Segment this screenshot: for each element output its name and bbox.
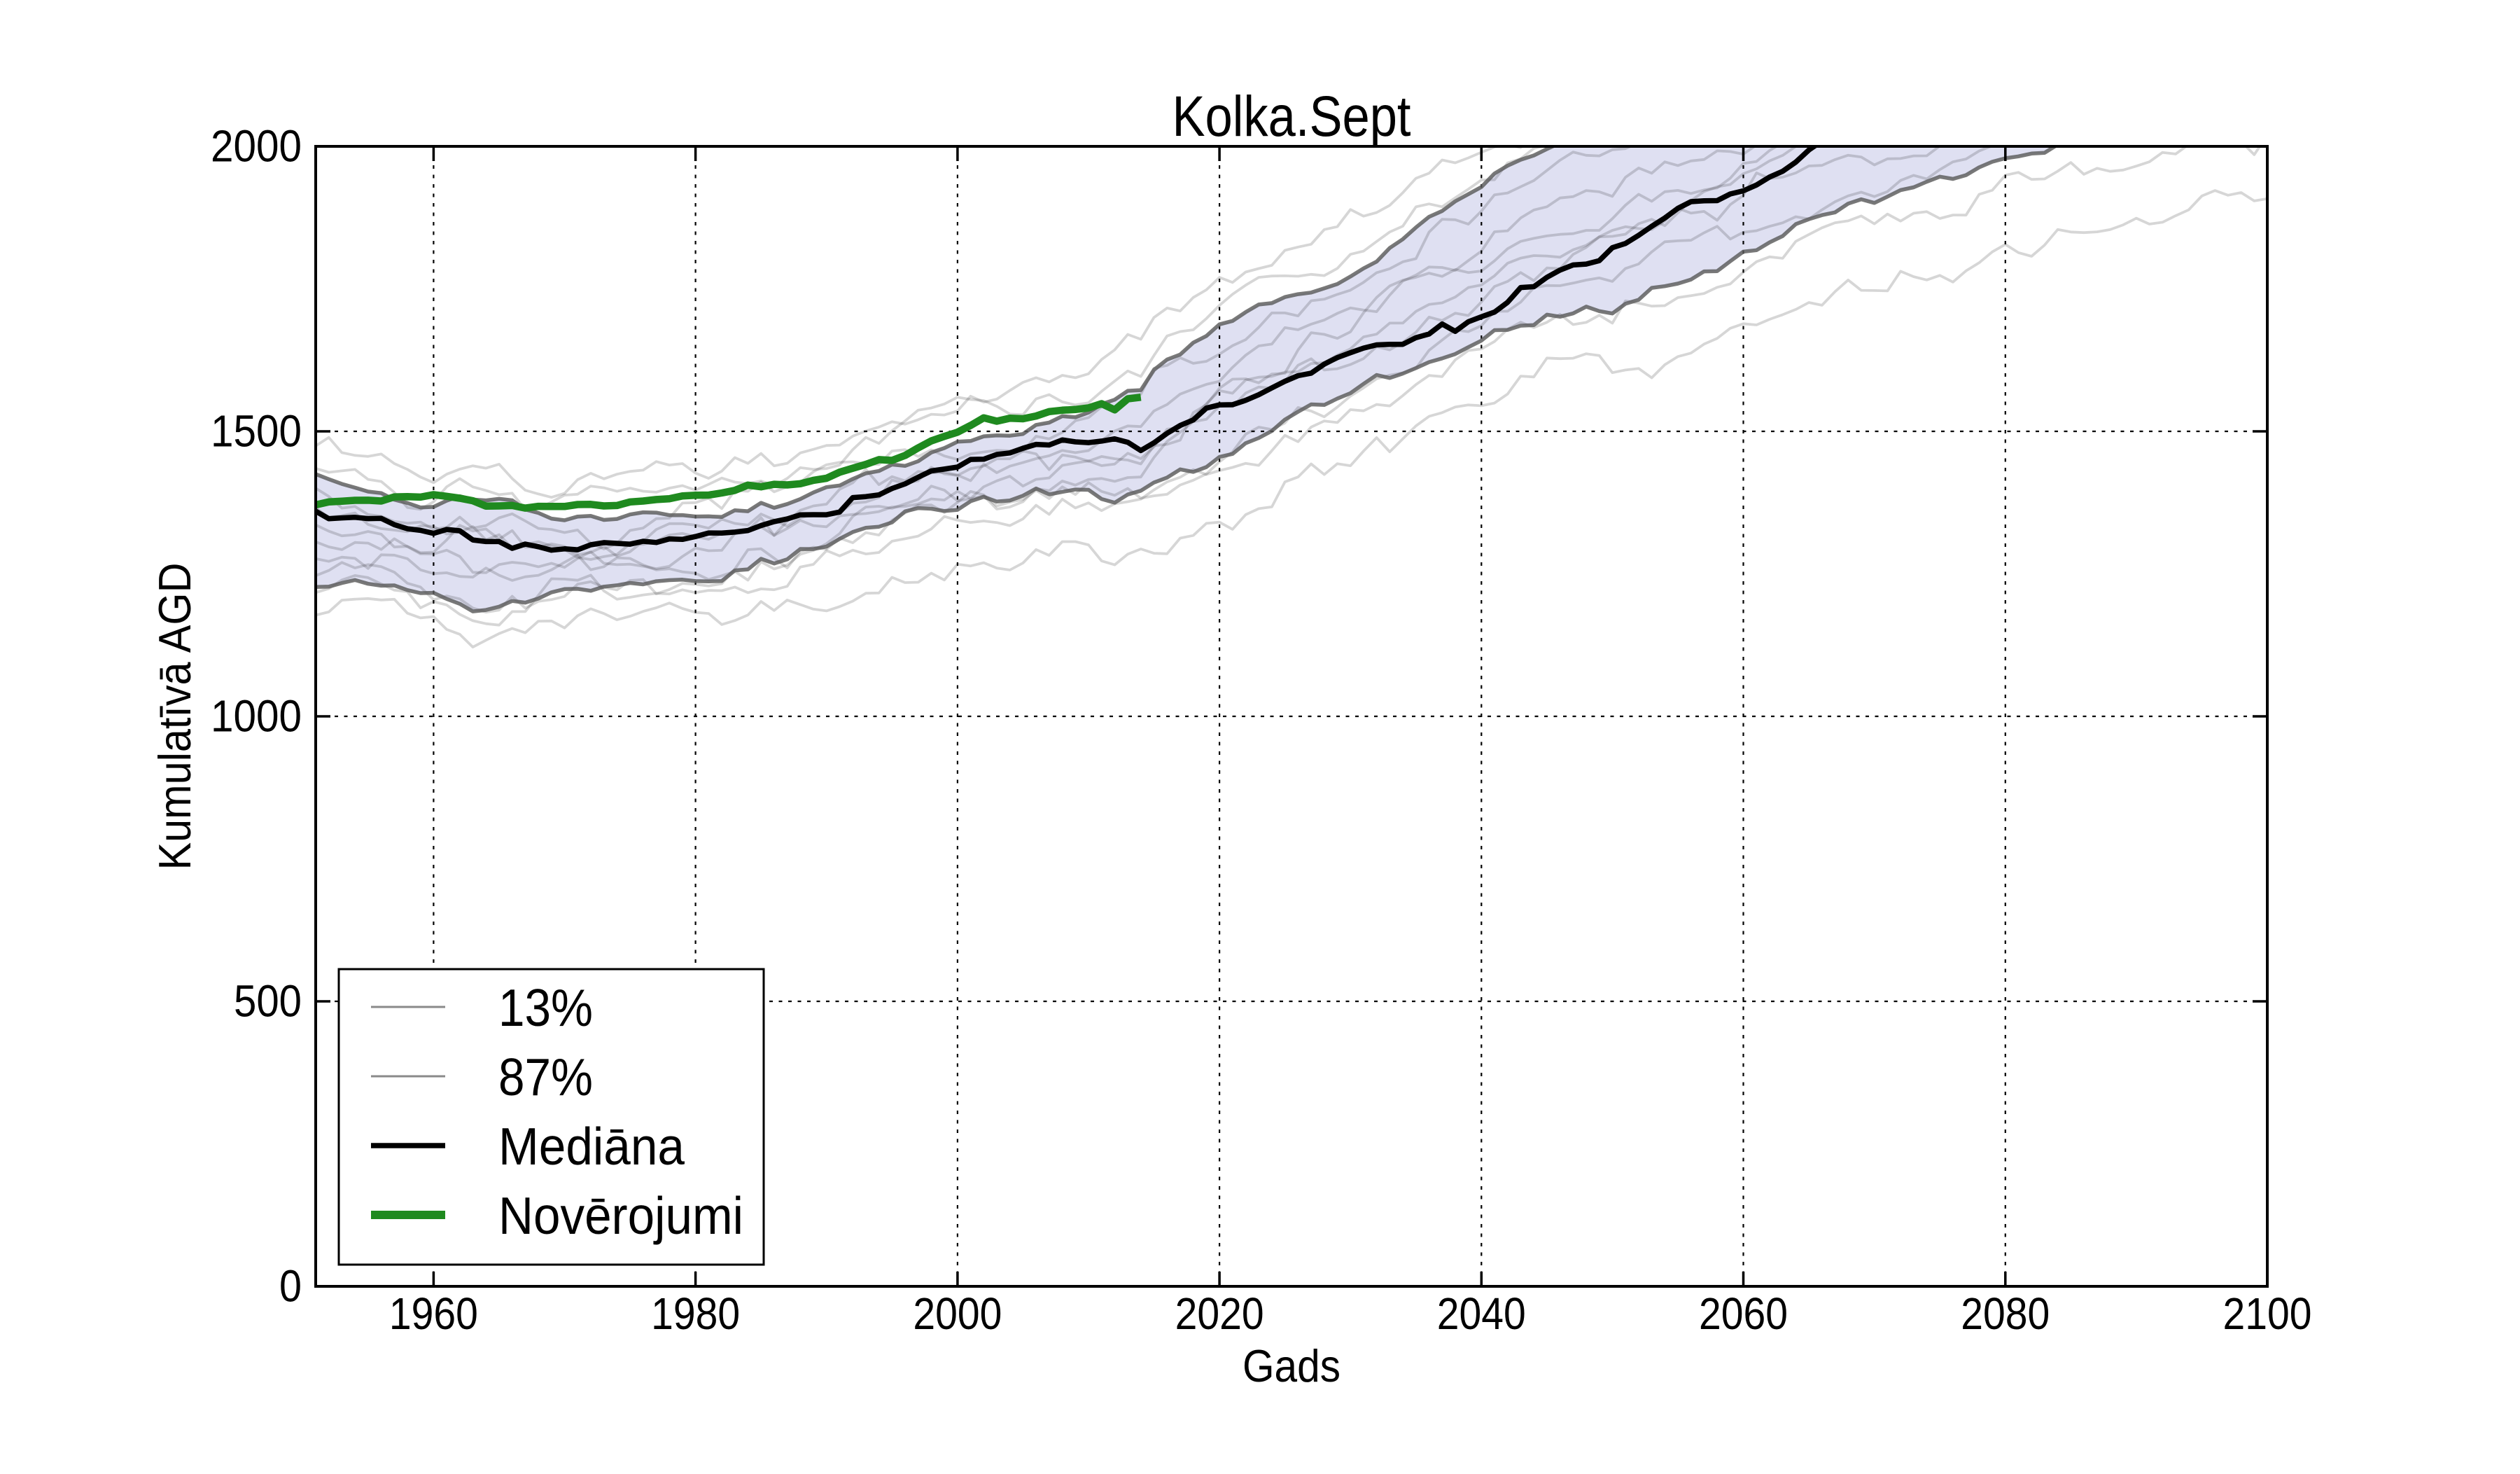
svg-text:87%: 87% — [498, 1048, 593, 1106]
svg-text:Mediāna: Mediāna — [498, 1117, 685, 1176]
svg-text:Gads: Gads — [1242, 1340, 1340, 1391]
svg-text:13%: 13% — [498, 978, 593, 1037]
svg-text:Kumulatīvā AGD: Kumulatīvā AGD — [149, 563, 200, 870]
svg-text:2020: 2020 — [1175, 1288, 1264, 1339]
svg-text:1500: 1500 — [211, 406, 302, 457]
svg-text:2040: 2040 — [1437, 1288, 1526, 1339]
svg-text:Kolka.Sept: Kolka.Sept — [1172, 85, 1411, 148]
svg-text:2100: 2100 — [2223, 1288, 2312, 1339]
svg-text:1960: 1960 — [389, 1288, 478, 1339]
svg-text:1980: 1980 — [651, 1288, 740, 1339]
svg-text:Novērojumi: Novērojumi — [498, 1186, 743, 1245]
svg-text:2080: 2080 — [1961, 1288, 2050, 1339]
svg-text:2000: 2000 — [211, 121, 302, 172]
svg-text:2000: 2000 — [913, 1288, 1002, 1339]
svg-text:0: 0 — [279, 1261, 302, 1312]
svg-text:500: 500 — [234, 976, 302, 1027]
svg-text:2060: 2060 — [1699, 1288, 1788, 1339]
svg-text:1000: 1000 — [211, 691, 302, 742]
